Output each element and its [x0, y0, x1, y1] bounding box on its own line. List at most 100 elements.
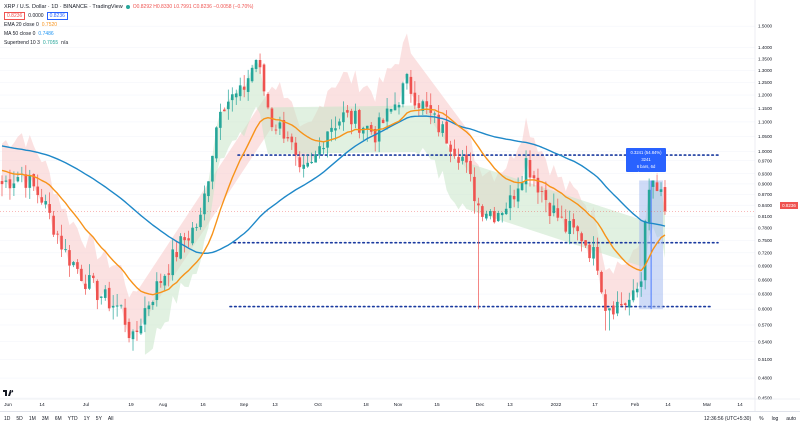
candle-body[interactable] — [496, 213, 500, 222]
candle-body[interactable] — [616, 301, 619, 314]
candle-body[interactable] — [207, 181, 210, 197]
candle-body[interactable] — [179, 236, 182, 259]
candle-body[interactable] — [199, 214, 202, 228]
candle-body[interactable] — [147, 305, 151, 310]
candle-body[interactable] — [159, 281, 163, 283]
candle-body[interactable] — [40, 197, 43, 203]
candle-body[interactable] — [72, 262, 75, 266]
candle-body[interactable] — [643, 220, 647, 281]
candle-body[interactable] — [540, 191, 544, 192]
candle-body[interactable] — [492, 211, 496, 223]
candle-body[interactable] — [76, 262, 79, 269]
candle-body[interactable] — [504, 208, 508, 215]
candle-body[interactable] — [294, 142, 298, 155]
candle-body[interactable] — [223, 109, 226, 112]
candle-body[interactable] — [663, 187, 667, 212]
candle-body[interactable] — [80, 268, 83, 281]
candle-body[interactable] — [4, 180, 8, 182]
candle-body[interactable] — [592, 247, 595, 259]
candle-body[interactable] — [437, 114, 440, 133]
range-ytd-button[interactable]: YTD — [67, 415, 78, 422]
candle-body[interactable] — [600, 271, 603, 293]
candle-body[interactable] — [84, 283, 87, 290]
candle-body[interactable] — [203, 193, 206, 215]
candle-body[interactable] — [262, 64, 266, 92]
candle-body[interactable] — [647, 189, 651, 223]
candle-body[interactable] — [330, 127, 333, 132]
candle-body[interactable] — [242, 86, 246, 90]
candle-body[interactable] — [171, 249, 175, 276]
candle-body[interactable] — [215, 127, 218, 159]
candle-body[interactable] — [282, 120, 286, 139]
candle-body[interactable] — [401, 83, 405, 105]
range-3m-button[interactable]: 3M — [41, 415, 49, 422]
sell-price-box[interactable]: 0.8236 — [4, 11, 26, 20]
candle-body[interactable] — [373, 129, 377, 143]
candle-body[interactable] — [234, 93, 238, 98]
candle-body[interactable] — [99, 296, 103, 298]
candle-body[interactable] — [350, 110, 353, 125]
candle-body[interactable] — [95, 280, 99, 301]
candle-body[interactable] — [68, 250, 71, 266]
candle-body[interactable] — [143, 308, 147, 325]
candle-body[interactable] — [230, 94, 234, 101]
candle-body[interactable] — [246, 78, 250, 92]
candle-body[interactable] — [32, 173, 36, 187]
candle-body[interactable] — [536, 177, 540, 193]
candle-body[interactable] — [175, 251, 178, 258]
range-1y-button[interactable]: 1Y — [83, 415, 90, 422]
candle-body[interactable] — [365, 125, 369, 130]
candle-body[interactable] — [473, 176, 476, 202]
candle-body[interactable] — [107, 287, 111, 309]
candle-body[interactable] — [405, 73, 409, 84]
candle-body[interactable] — [548, 203, 552, 217]
clock-timezone[interactable]: 12:36:56 (UTC+5:30) — [704, 415, 752, 422]
candle-body[interactable] — [310, 161, 313, 164]
candle-body[interactable] — [298, 157, 302, 168]
candle-body[interactable] — [528, 159, 532, 178]
candle-body[interactable] — [461, 156, 464, 161]
candle-body[interactable] — [441, 124, 444, 133]
candle-body[interactable] — [318, 146, 321, 155]
candle-body[interactable] — [584, 240, 587, 246]
candle-body[interactable] — [322, 147, 325, 150]
candle-body[interactable] — [560, 216, 564, 218]
candle-body[interactable] — [552, 205, 556, 214]
candle-body[interactable] — [286, 137, 290, 139]
candle-body[interactable] — [278, 122, 282, 129]
candle-body[interactable] — [226, 101, 230, 110]
candle-body[interactable] — [457, 157, 460, 163]
candle-body[interactable] — [413, 92, 417, 106]
candle-body[interactable] — [508, 195, 512, 209]
candle-body[interactable] — [28, 175, 32, 188]
ema-indicator-name[interactable]: EMA 20 close 0 — [4, 21, 39, 28]
candle-body[interactable] — [532, 175, 536, 179]
candle-body[interactable] — [512, 195, 516, 200]
candle-body[interactable] — [623, 303, 627, 306]
candle-body[interactable] — [449, 144, 452, 152]
candle-body[interactable] — [12, 183, 16, 189]
ma-indicator-name[interactable]: MA 50 close 0 — [4, 30, 36, 37]
candle-body[interactable] — [397, 104, 401, 108]
candle-body[interactable] — [115, 305, 119, 307]
candle-body[interactable] — [191, 227, 194, 244]
candle-body[interactable] — [60, 235, 63, 250]
candle-body[interactable] — [16, 177, 20, 182]
candle-body[interactable] — [92, 275, 95, 279]
range-all-button[interactable]: All — [107, 415, 114, 422]
candle-body[interactable] — [64, 249, 67, 251]
candle-body[interactable] — [338, 121, 341, 126]
candle-body[interactable] — [596, 246, 599, 271]
candle-body[interactable] — [465, 154, 468, 163]
candle-body[interactable] — [393, 104, 397, 111]
candle-body[interactable] — [127, 321, 131, 339]
candle-body[interactable] — [620, 304, 623, 306]
candle-body[interactable] — [500, 212, 504, 216]
candle-body[interactable] — [635, 288, 639, 293]
candle-body[interactable] — [44, 201, 47, 205]
candle-body[interactable] — [604, 294, 607, 311]
candle-body[interactable] — [346, 110, 349, 113]
candle-body[interactable] — [342, 112, 345, 123]
candle-body[interactable] — [358, 110, 361, 133]
candle-body[interactable] — [385, 108, 389, 122]
